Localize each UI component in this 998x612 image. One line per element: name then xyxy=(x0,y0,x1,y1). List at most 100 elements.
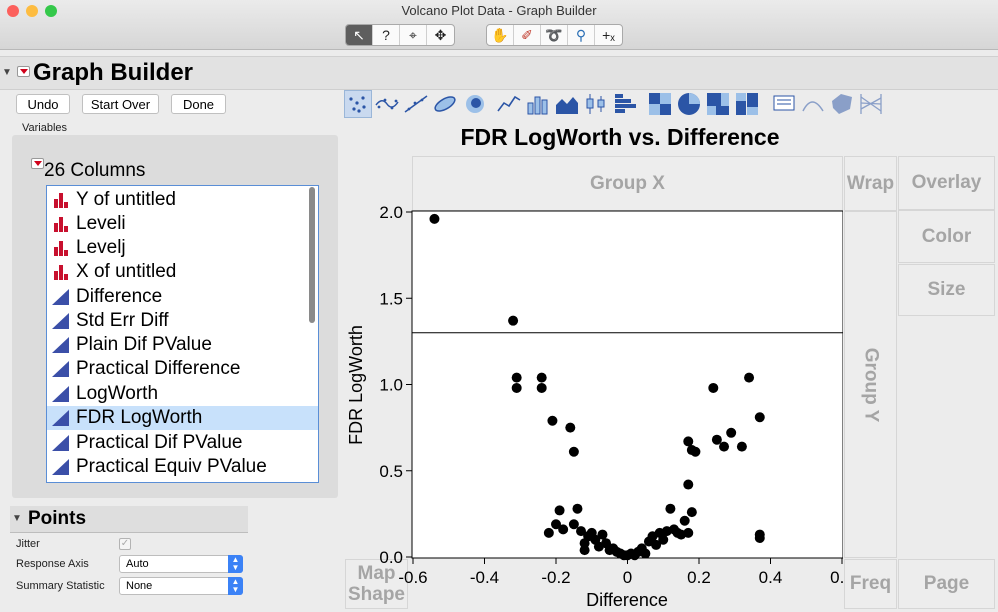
column-item-leveli[interactable]: Leveli xyxy=(47,212,318,236)
columns-listbox[interactable]: Y of untitled Leveli Levelj X of untitle… xyxy=(46,185,319,483)
wrap-zone[interactable]: Wrap xyxy=(844,156,897,211)
column-item-std-err-diff[interactable]: Std Err Diff xyxy=(47,309,318,333)
data-point[interactable] xyxy=(754,533,765,544)
data-point[interactable] xyxy=(429,213,440,224)
column-item-logworth[interactable]: LogWorth xyxy=(47,382,318,406)
data-point[interactable] xyxy=(568,519,579,530)
y-axis-title[interactable]: FDR LogWorth xyxy=(346,325,366,445)
data-point[interactable] xyxy=(536,382,547,393)
line-of-fit-element-icon[interactable] xyxy=(402,90,430,118)
selection-tool-icon[interactable]: +ₓ xyxy=(602,27,615,43)
done-button[interactable]: Done xyxy=(171,94,226,114)
scatter-plot[interactable]: 0.0 0.5 1.0 1.5 2.0 -0.6 -0.4 -0.2 0 0.2 0.4 0.6 F… xyxy=(340,200,843,610)
column-item-plain-dif-pvalue[interactable]: Plain Dif PValue xyxy=(47,333,318,357)
treemap-element-icon[interactable] xyxy=(704,90,732,118)
data-point[interactable] xyxy=(508,315,519,326)
parallel-plot-element-icon[interactable] xyxy=(857,90,885,118)
data-point[interactable] xyxy=(579,545,590,556)
data-point[interactable] xyxy=(651,539,662,550)
box-plot-element-icon[interactable] xyxy=(582,90,610,118)
brush-tool-icon[interactable]: ✐ xyxy=(514,25,541,45)
data-point[interactable] xyxy=(736,441,747,452)
data-point[interactable] xyxy=(640,548,651,559)
help-tool-icon[interactable]: ? xyxy=(373,25,400,45)
start-over-button[interactable]: Start Over xyxy=(82,94,159,114)
data-point[interactable] xyxy=(686,507,697,518)
data-point[interactable] xyxy=(572,503,583,514)
points-element-icon[interactable] xyxy=(344,90,372,118)
data-point[interactable] xyxy=(576,526,587,537)
bar-element-icon[interactable] xyxy=(524,90,552,118)
data-point[interactable] xyxy=(551,519,561,530)
jitter-checkbox[interactable]: ✓ xyxy=(119,538,131,550)
columns-scrollbar[interactable] xyxy=(309,187,315,323)
data-point[interactable] xyxy=(597,529,608,540)
zoom-tool-icon[interactable]: ⚲ xyxy=(568,25,595,45)
group-y-zone[interactable]: Group Y xyxy=(844,211,897,558)
map-shape-zone[interactable]: Map Shape xyxy=(345,559,408,609)
columns-red-triangle-icon[interactable] xyxy=(31,158,44,169)
move-tool-icon[interactable]: ✥ xyxy=(434,26,447,43)
column-item-fdr-logworth[interactable]: FDR LogWorth xyxy=(47,406,318,430)
pie-element-icon[interactable] xyxy=(675,90,703,118)
data-point[interactable] xyxy=(665,503,676,514)
contour-element-icon[interactable] xyxy=(460,90,488,118)
column-item-difference[interactable]: Difference xyxy=(47,285,318,309)
column-item-practical-equiv-pvalue[interactable]: Practical Equiv PValue xyxy=(47,455,318,479)
data-point[interactable] xyxy=(511,372,522,383)
caption-box-element-icon[interactable] xyxy=(770,90,798,118)
column-item-practical-dif-pvalue[interactable]: Practical Dif PValue xyxy=(47,431,318,455)
data-point[interactable] xyxy=(744,372,755,383)
data-point[interactable] xyxy=(558,524,569,535)
column-item-levelj[interactable]: Levelj xyxy=(47,236,318,260)
data-point[interactable] xyxy=(711,434,722,445)
graph-title[interactable]: FDR LogWorth vs. Difference xyxy=(460,124,780,150)
data-point[interactable] xyxy=(726,427,737,438)
data-point[interactable] xyxy=(565,422,576,433)
data-point[interactable] xyxy=(754,412,765,423)
crosshair-tool-icon[interactable]: ⌖ xyxy=(400,25,427,45)
column-item-y-of-untitled[interactable]: Y of untitled xyxy=(47,188,318,212)
data-point[interactable] xyxy=(679,515,690,526)
column-item-practical-difference[interactable]: Practical Difference xyxy=(47,357,318,381)
x-axis-title[interactable]: Difference xyxy=(586,590,668,610)
data-point[interactable] xyxy=(683,479,694,490)
minimize-window-button[interactable] xyxy=(26,5,38,17)
data-point[interactable] xyxy=(543,527,554,538)
data-point[interactable] xyxy=(658,534,669,545)
data-point[interactable] xyxy=(547,415,558,426)
overlay-zone[interactable]: Overlay xyxy=(898,156,995,210)
response-axis-select[interactable]: Auto ▲ ▼ xyxy=(119,555,243,573)
color-zone[interactable]: Color xyxy=(898,210,995,263)
data-point[interactable] xyxy=(554,505,565,516)
undo-button[interactable]: Undo xyxy=(16,94,70,114)
data-point[interactable] xyxy=(683,436,694,447)
area-element-icon[interactable] xyxy=(553,90,581,118)
zoom-window-button[interactable] xyxy=(45,5,57,17)
points-disclosure-icon[interactable]: ▼ xyxy=(12,513,22,524)
smoother-element-icon[interactable] xyxy=(373,90,401,118)
lasso-tool-icon[interactable]: ➰ xyxy=(541,25,568,45)
data-point[interactable] xyxy=(719,441,730,452)
heatmap-element-icon[interactable] xyxy=(646,90,674,118)
red-triangle-menu-icon[interactable] xyxy=(17,66,30,77)
ellipse-element-icon[interactable] xyxy=(431,90,459,118)
column-item-x-of-untitled[interactable]: X of untitled xyxy=(47,260,318,284)
arrow-tool-icon[interactable]: ↖ xyxy=(346,25,373,45)
data-point[interactable] xyxy=(683,527,694,538)
mosaic-element-icon[interactable] xyxy=(733,90,761,118)
data-point[interactable] xyxy=(568,446,579,457)
hand-tool-icon[interactable]: ✋ xyxy=(487,25,514,45)
page-zone[interactable]: Page xyxy=(898,559,995,609)
outline-disclosure-icon[interactable]: ▼ xyxy=(2,67,12,78)
histogram-element-icon[interactable] xyxy=(611,90,639,118)
map-shapes-element-icon[interactable] xyxy=(828,90,856,118)
close-window-button[interactable] xyxy=(7,5,19,17)
freq-zone[interactable]: Freq xyxy=(844,559,897,609)
summary-statistic-select[interactable]: None ▲ ▼ xyxy=(119,577,243,595)
size-zone[interactable]: Size xyxy=(898,264,995,316)
data-point[interactable] xyxy=(511,382,522,393)
data-point[interactable] xyxy=(536,372,547,383)
data-point[interactable] xyxy=(708,382,719,393)
line-element-icon[interactable] xyxy=(495,90,523,118)
